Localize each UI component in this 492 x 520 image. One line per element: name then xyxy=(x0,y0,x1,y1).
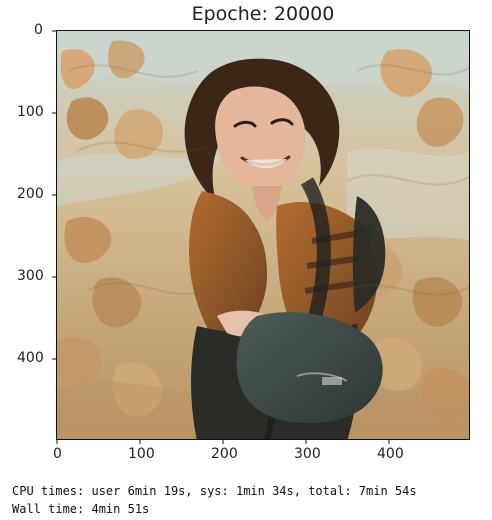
y-tick-300: 300 xyxy=(17,268,44,284)
cpu-times-output: CPU times: user 6min 19s, sys: 1min 34s,… xyxy=(12,484,417,498)
x-tick-0: 0 xyxy=(53,446,62,462)
matplotlib-figure: Epoche: 20000 xyxy=(17,3,470,462)
y-tick-400: 400 xyxy=(17,350,44,366)
y-tick-100: 100 xyxy=(17,104,44,120)
x-tick-300: 300 xyxy=(294,446,321,462)
wall-time-output: Wall time: 4min 51s xyxy=(12,502,150,516)
axes-ticks xyxy=(52,30,390,444)
stylized-image xyxy=(56,30,470,440)
x-tick-400: 400 xyxy=(377,446,404,462)
x-tick-200: 200 xyxy=(211,446,238,462)
plot-title: Epoche: 20000 xyxy=(191,3,335,25)
x-tick-100: 100 xyxy=(128,446,155,462)
y-tick-200: 200 xyxy=(17,186,44,202)
y-tick-0: 0 xyxy=(34,22,43,38)
stylized-image-svg xyxy=(57,31,469,439)
